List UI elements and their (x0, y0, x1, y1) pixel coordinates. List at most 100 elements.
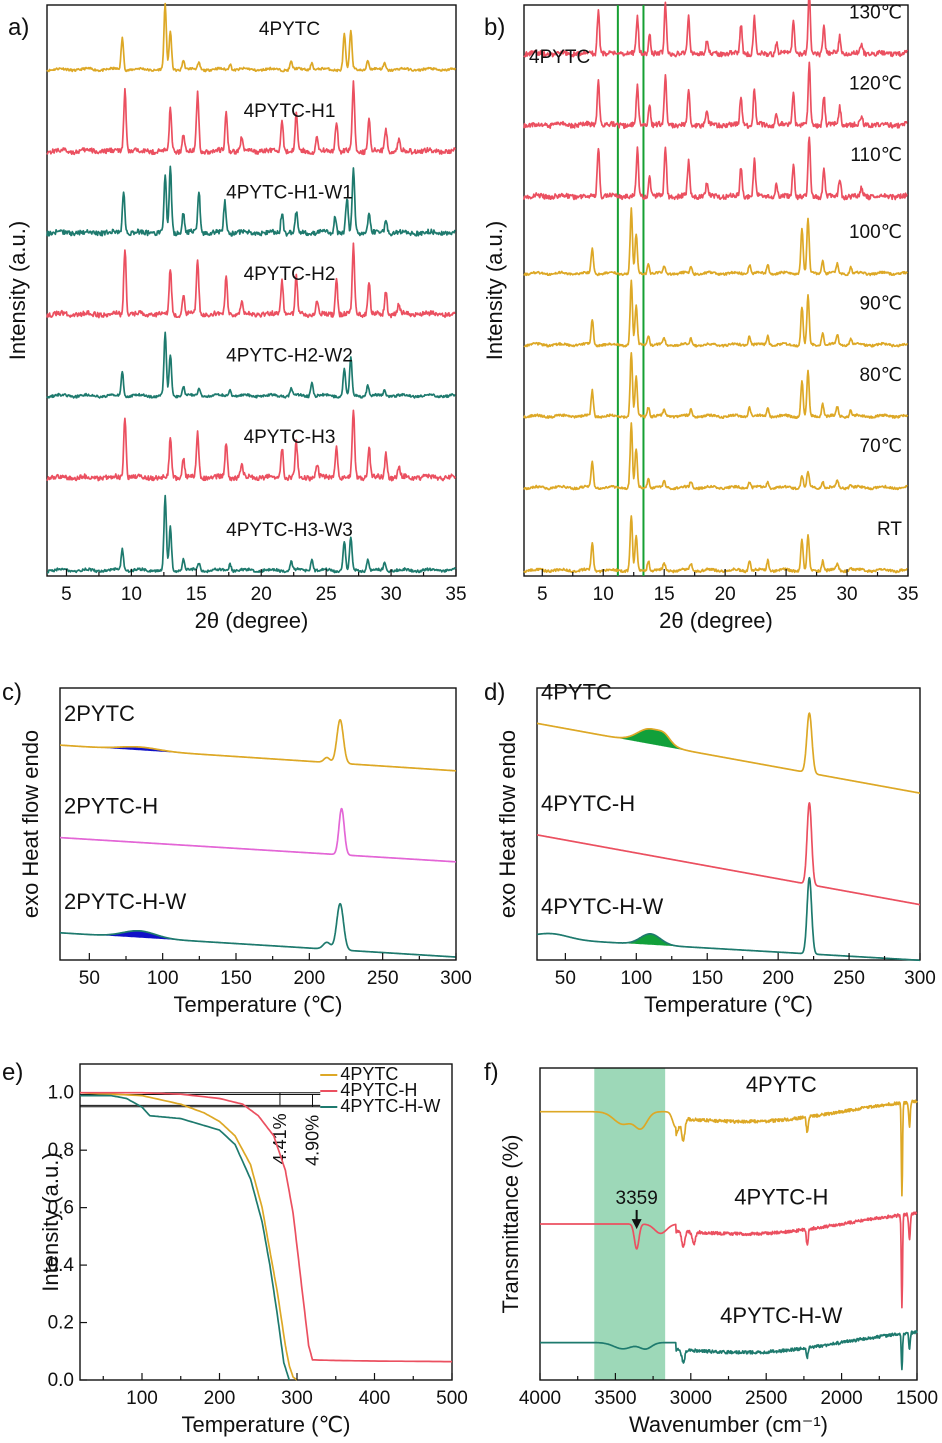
panel-label: f) (484, 1059, 499, 1086)
tga-curve (80, 1094, 291, 1381)
series-label: 110℃ (850, 145, 902, 166)
x-tick-label: 25 (776, 584, 797, 605)
x-tick-label: 500 (436, 1388, 468, 1409)
series-label: 4PYTC-H3-W3 (226, 520, 353, 541)
phase-label: 4PYTC (529, 47, 590, 68)
transition-area (619, 728, 690, 752)
y-axis-label: Intensity (a.u.) (5, 221, 30, 360)
xrd-pattern (46, 80, 457, 156)
ftir-spectrum (539, 1330, 918, 1371)
x-axis-label: 2θ (degree) (195, 608, 309, 633)
x-tick-label: 400 (359, 1388, 391, 1409)
series-label: 4PYTC-H (541, 791, 635, 816)
xrd-pattern (523, 61, 908, 130)
y-tick-label: 0.0 (48, 1370, 74, 1391)
y-axis-label: exo Heat flow endo (495, 730, 520, 918)
mass-loss-label: 4.41% (270, 1113, 290, 1164)
transition-area (100, 930, 178, 940)
xrd-pattern (46, 242, 456, 319)
series-label: 4PYTC-H2 (244, 264, 336, 285)
x-tick-label: 300 (440, 968, 472, 989)
series-label: 80℃ (860, 365, 902, 386)
dsc-curve (536, 876, 921, 962)
panel-label: c) (2, 679, 22, 706)
xrd-pattern (523, 0, 909, 58)
x-axis-label: Temperature (℃) (174, 992, 343, 1017)
dsc-curve (59, 902, 457, 958)
x-tick-label: 20 (715, 584, 736, 605)
x-tick-label: 4000 (519, 1388, 561, 1409)
dsc-curve (536, 802, 921, 906)
x-tick-label: 30 (836, 584, 857, 605)
x-tick-label: 50 (555, 968, 576, 989)
ftir-spectrum (539, 1211, 918, 1309)
x-tick-label: 10 (593, 584, 614, 605)
x-tick-label: 100 (620, 968, 652, 989)
series-label: 4PYTC-H1-W1 (226, 182, 353, 203)
x-axis-label: Temperature (℃) (182, 1412, 351, 1437)
x-axis-label: 2θ (degree) (659, 608, 773, 633)
x-tick-label: 3000 (670, 1388, 712, 1409)
tga-curve (79, 1091, 298, 1381)
series-label: 4PYTC (541, 679, 612, 704)
x-tick-label: 35 (445, 584, 466, 605)
x-tick-label: 100 (147, 968, 179, 989)
x-tick-label: 200 (204, 1388, 236, 1409)
x-tick-label: 10 (121, 584, 142, 605)
x-tick-label: 3500 (594, 1388, 636, 1409)
xrd-pattern (523, 422, 908, 491)
x-tick-label: 35 (897, 584, 918, 605)
y-tick-label: 1.0 (48, 1083, 74, 1104)
panel-e: e)0.00.20.40.60.81.04.41% 4.90%4PYTC4PYTC… (2, 1059, 468, 1437)
x-axis-label: Temperature (℃) (644, 992, 813, 1017)
xrd-pattern (46, 494, 457, 574)
series-label: 2PYTC-H (64, 794, 158, 819)
plot-frame (46, 4, 457, 577)
dsc-curve (59, 807, 457, 863)
x-tick-label: 100 (126, 1388, 158, 1409)
mass-loss-label: 4.90% (303, 1115, 323, 1166)
y-tick-label: 0.8 (48, 1140, 74, 1161)
transition-area (93, 746, 185, 754)
peak-label: 3359 (616, 1188, 658, 1209)
x-tick-label: 15 (186, 584, 207, 605)
series-label: 90℃ (860, 293, 902, 314)
y-axis-label: Intensity (a.u.) (482, 221, 507, 360)
series-label: 70℃ (860, 436, 902, 457)
y-tick-label: 0.2 (48, 1313, 74, 1334)
series-label: 130℃ (849, 2, 902, 23)
x-tick-label: 300 (281, 1388, 313, 1409)
x-tick-label: 2500 (745, 1388, 787, 1409)
series-label: 4PYTC-H3 (244, 427, 336, 448)
x-tick-label: 30 (381, 584, 402, 605)
xrd-pattern (523, 279, 909, 348)
legend-entry: 4PYTC-H-W (340, 1096, 440, 1116)
x-tick-label: 200 (762, 968, 794, 989)
x-tick-label: 20 (251, 584, 272, 605)
series-label: 2PYTC (64, 701, 135, 726)
xrd-pattern (523, 352, 909, 420)
series-label: 4PYTC-H2-W2 (226, 345, 353, 366)
x-tick-label: 2000 (820, 1388, 862, 1409)
plot-frame (536, 687, 921, 961)
legend-entry: 4PYTC-H (340, 1080, 417, 1100)
panel-label: b) (484, 14, 505, 41)
panel-d: d) 4PYTC 4PYTC-H 4PYTC-H-W 50 100 150 200 250 300… (484, 679, 936, 1017)
x-tick-label: 25 (316, 584, 337, 605)
y-axis-label: exo Heat flow endo (18, 730, 43, 918)
panel-label: d) (484, 679, 505, 706)
series-label: 4PYTC (259, 19, 320, 40)
panel-c: c) 2PYTC 2PYTC-H 2PYTC-H-W 50 100 150 200 250 300… (2, 679, 472, 1017)
x-tick-label: 50 (79, 968, 100, 989)
tga-curve (80, 1091, 452, 1363)
series-label: 100℃ (849, 222, 902, 243)
arrow-head (631, 1219, 642, 1230)
series-label: 4PYTC-H-W (720, 1303, 842, 1328)
y-axis-label: Transmittance (%) (498, 1135, 523, 1314)
xrd-pattern (46, 2, 457, 73)
series-label: 4PYTC-H1 (244, 101, 336, 122)
legend-entry: 4PYTC (340, 1064, 398, 1084)
series-label: RT (877, 519, 902, 540)
series-label: 2PYTC-H-W (64, 889, 186, 914)
y-axis-label: Intensity (a.u.) (38, 1152, 63, 1291)
